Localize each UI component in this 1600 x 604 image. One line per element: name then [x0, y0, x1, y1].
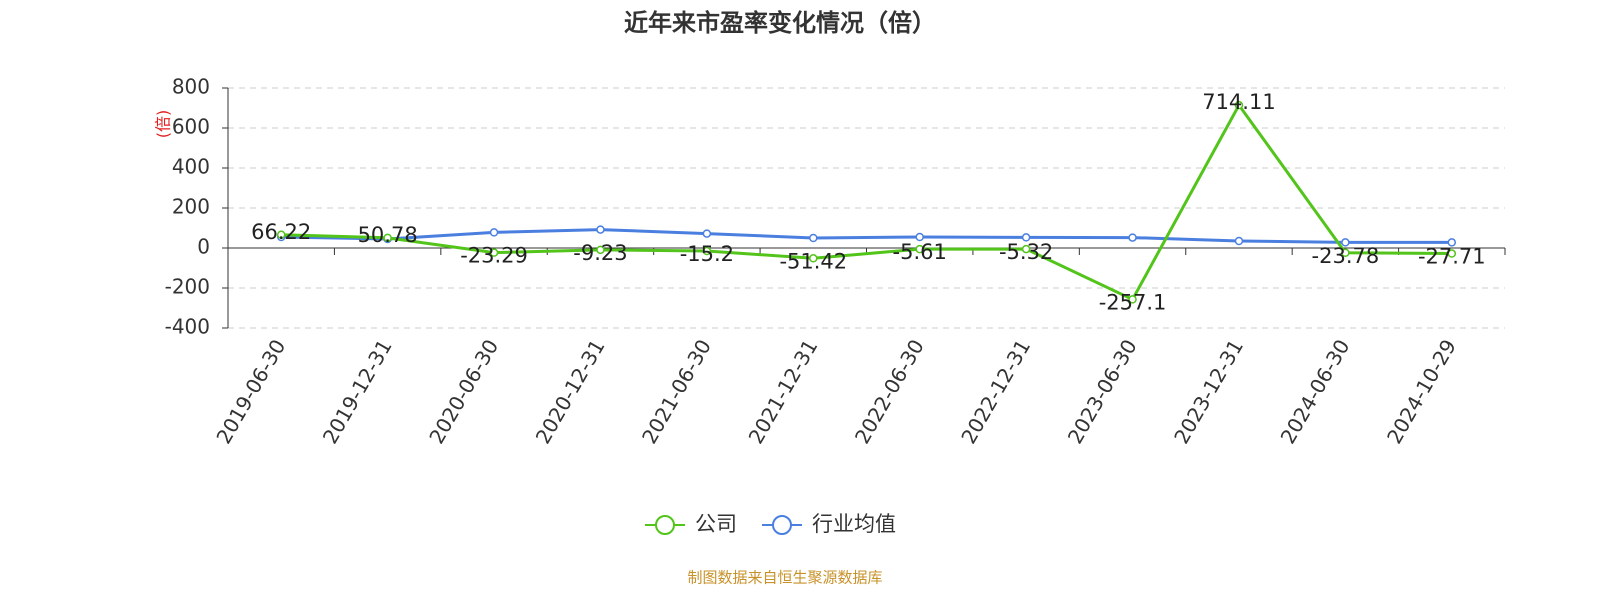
- y-tick-label: 200: [172, 195, 210, 219]
- x-tick-label: 2021-12-31: [743, 335, 822, 448]
- point: [915, 244, 924, 254]
- legend-marker: [772, 515, 792, 535]
- point: [596, 245, 605, 255]
- point: [1341, 238, 1350, 247]
- point: [915, 232, 924, 242]
- data-label: -27.71: [1418, 245, 1486, 269]
- point: [489, 228, 499, 237]
- point: [1234, 100, 1244, 110]
- data-label: 66.22: [251, 220, 311, 244]
- y-tick-label: 600: [172, 115, 210, 139]
- legend-marker: [655, 515, 675, 535]
- x-tick-label: 2020-06-30: [424, 335, 503, 448]
- chart-title: 近年来市盈率变化情况（倍）: [624, 9, 936, 37]
- point: [596, 225, 605, 234]
- data-label: -5.61: [893, 240, 947, 264]
- point: [1128, 233, 1137, 242]
- y-tick-label: -400: [165, 315, 210, 339]
- y-tick-label: 0: [197, 235, 210, 259]
- legend-label: 行业均值: [812, 512, 896, 536]
- x-tick-label: 2024-10-29: [1382, 335, 1461, 448]
- data-label: -51.42: [779, 249, 847, 273]
- data-label: -15.2: [680, 242, 734, 266]
- point: [489, 248, 499, 257]
- y-axis-label: (倍): [154, 110, 173, 139]
- point: [1447, 238, 1457, 247]
- point: [383, 233, 392, 243]
- point: [276, 230, 286, 240]
- data-label: -23.78: [1312, 244, 1380, 268]
- x-tick-label: 2020-12-31: [531, 335, 610, 448]
- x-tick-label: 2023-12-31: [1169, 335, 1248, 448]
- point: [1447, 249, 1457, 258]
- point: [1021, 233, 1031, 242]
- y-tick-label: 800: [172, 75, 210, 99]
- data-label: -9.23: [573, 241, 627, 265]
- legend-label: 公司: [695, 512, 737, 536]
- point: [1128, 295, 1137, 304]
- data-label: -5.32: [999, 240, 1053, 264]
- x-tick-label: 2019-12-31: [318, 335, 397, 448]
- point: [1341, 248, 1350, 258]
- x-tick-label: 2024-06-30: [1276, 335, 1355, 448]
- data-label: -257.1: [1099, 290, 1167, 314]
- point: [1234, 236, 1244, 246]
- x-tick-label: 2022-06-30: [850, 335, 929, 448]
- series-line: [281, 228, 1452, 244]
- data-label: -23.29: [460, 244, 528, 268]
- series-line: [281, 102, 1452, 302]
- point: [809, 254, 818, 263]
- y-tick-label: 400: [172, 155, 210, 179]
- data-label: 714.11: [1202, 90, 1275, 114]
- x-tick-label: 2019-06-30: [211, 335, 290, 448]
- point: [809, 233, 818, 243]
- x-tick-label: 2023-06-30: [1063, 335, 1142, 448]
- point: [702, 229, 712, 238]
- point: [702, 246, 712, 256]
- point: [1021, 244, 1031, 254]
- x-tick-label: 2021-06-30: [637, 335, 716, 448]
- data-label: 50.78: [358, 223, 418, 247]
- source-note: 制图数据来自恒生聚源数据库: [687, 569, 882, 587]
- x-tick-label: 2022-12-31: [956, 335, 1035, 448]
- y-tick-label: -200: [165, 275, 210, 299]
